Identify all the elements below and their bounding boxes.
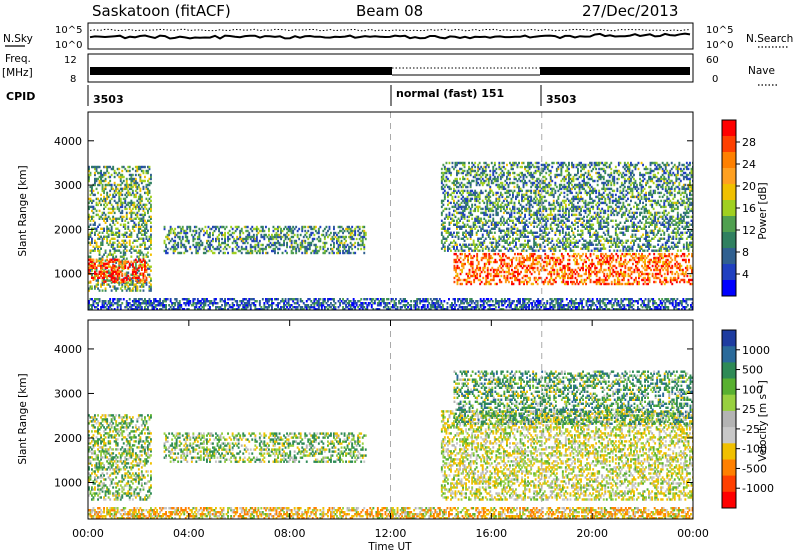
velocity-colorbar-swatch xyxy=(722,475,736,493)
velocity-region-1 xyxy=(88,414,152,501)
nsearch-trace xyxy=(89,28,691,32)
power-colorbar-swatch xyxy=(722,168,736,185)
power-colorbar-tick-label: 28 xyxy=(742,136,756,149)
velocity-ylabel: Slant Range [km] xyxy=(17,373,29,464)
power-colorbar: 28 24 20 16 12 8 4 Power [dB] xyxy=(721,119,769,297)
velocity-colorbar-swatch xyxy=(722,394,736,412)
velocity-region-5 xyxy=(88,507,693,519)
power-colorbar-tick-label: 24 xyxy=(742,158,756,171)
velocity-xtick-label: 16:00 xyxy=(475,527,507,540)
velocity-region-4 xyxy=(453,370,693,425)
velocity-colorbar-swatch xyxy=(722,459,736,477)
velocity-xtick-label: 04:00 xyxy=(173,527,205,540)
power-colorbar-title: Power [dB] xyxy=(757,182,769,239)
velocity-colorbar-swatch xyxy=(722,378,736,396)
velocity-region-3 xyxy=(440,410,693,501)
noise-right-tick-top: 10^5 xyxy=(706,25,733,36)
freq-trace-1 xyxy=(90,67,392,75)
velocity-colorbar-swatch xyxy=(722,330,736,347)
velocity-ytick-label: 1000 xyxy=(54,476,82,489)
velocity-colorbar-tick-label: -500 xyxy=(742,462,767,475)
power-colorbar-swatch xyxy=(722,200,736,217)
velocity-colorbar-swatch xyxy=(722,410,736,428)
velocity-region-2 xyxy=(163,432,367,463)
velocity-xtick-label: 00:00 xyxy=(677,527,709,540)
velocity-xtick-label: 20:00 xyxy=(576,527,608,540)
velocity-xtick-label: 08:00 xyxy=(274,527,306,540)
freq-right-tick-bottom: 0 xyxy=(712,74,718,85)
station-title: Saskatoon (fitACF) xyxy=(92,2,231,20)
velocity-colorbar-swatch xyxy=(722,362,736,380)
freq-left-tick-top: 12 xyxy=(64,55,77,66)
freq-label-line2: [MHz] xyxy=(2,67,33,79)
velocity-colorbar: 1000 500 100 25 -25 -100 -500 -1000 Velocity [m… xyxy=(721,329,774,509)
power-ytick-label: 2000 xyxy=(54,223,82,236)
power-colorbar-swatch xyxy=(722,136,736,153)
velocity-colorbar-tick-label: -100 xyxy=(742,443,767,456)
velocity-ytick-label: 3000 xyxy=(54,387,82,400)
power-ytick-label: 1000 xyxy=(54,268,82,281)
power-colorbar-swatch xyxy=(722,280,736,297)
velocity-colorbar-tick-label: -25 xyxy=(742,423,760,436)
velocity-colorbar-tick-label: 100 xyxy=(742,383,763,396)
power-colorbar-tick-label: 8 xyxy=(742,246,749,259)
velocity-colorbar-swatch xyxy=(722,346,736,363)
power-colorbar-tick-label: 12 xyxy=(742,224,756,237)
velocity-colorbar-tick-label: -1000 xyxy=(742,482,774,495)
noise-left-tick-top: 10^5 xyxy=(55,25,82,36)
velocity-xlabel: Time UT xyxy=(367,541,412,553)
power-colorbar-swatch xyxy=(722,248,736,265)
freq-right-tick-top: 60 xyxy=(706,55,719,66)
power-region-5 xyxy=(453,252,693,286)
cpid-segment-3: 3503 xyxy=(546,93,577,106)
power-region-6 xyxy=(88,298,693,310)
nsky-trace xyxy=(89,32,691,40)
nsky-label: N.Sky xyxy=(3,33,33,45)
freq-trace-2 xyxy=(540,67,690,75)
power-region-4 xyxy=(440,161,693,252)
frequency-panel: 12 8 60 0 Freq. [MHz] Nave xyxy=(2,53,778,86)
power-colorbar-swatch xyxy=(722,152,736,169)
power-colorbar-tick-label: 16 xyxy=(742,202,756,215)
power-ylabel: Slant Range [km] xyxy=(17,165,29,256)
velocity-colorbar-tick-label: 25 xyxy=(742,403,756,416)
velocity-colorbar-swatch xyxy=(722,427,736,444)
nave-label: Nave xyxy=(748,65,775,77)
power-colorbar-tick-label: 20 xyxy=(742,180,756,193)
power-colorbar-swatch xyxy=(722,232,736,249)
noise-panel: 10^5 10^0 10^5 10^0 N.Sky N.Search xyxy=(3,22,793,51)
power-colorbar-swatch xyxy=(722,264,736,281)
freq-label-line1: Freq. xyxy=(5,53,31,65)
velocity-ytick-label: 2000 xyxy=(54,432,82,445)
velocity-xtick-label: 12:00 xyxy=(375,527,407,540)
freq-left-tick-bottom: 8 xyxy=(70,74,76,85)
power-colorbar-swatch xyxy=(722,184,736,201)
power-ytick-label: 3000 xyxy=(54,179,82,192)
nsearch-label: N.Search xyxy=(746,33,793,45)
beam-title: Beam 08 xyxy=(356,2,423,20)
velocity-colorbar-tick-label: 1000 xyxy=(742,344,770,357)
velocity-colorbar-swatch xyxy=(722,491,736,509)
velocity-colorbar-tick-label: 500 xyxy=(742,364,763,377)
power-colorbar-swatch xyxy=(722,120,736,137)
cpid-segment-1: 3503 xyxy=(93,93,124,106)
power-ytick-label: 4000 xyxy=(54,135,82,148)
cpid-label: CPID xyxy=(6,90,35,103)
power-colorbar-swatch xyxy=(722,216,736,233)
cpid-panel: CPID 3503 normal (fast) 151 3503 xyxy=(6,85,577,106)
velocity-colorbar-title: Velocity [m s⁻¹] xyxy=(757,380,769,462)
noise-right-tick-bottom: 10^0 xyxy=(706,40,733,51)
cpid-segment-2: normal (fast) 151 xyxy=(396,87,504,100)
velocity-colorbar-swatch xyxy=(722,443,736,460)
date-title: 27/Dec/2013 xyxy=(582,2,678,20)
noise-left-tick-bottom: 10^0 xyxy=(55,40,82,51)
velocity-panel: Slant Range [km] 1000 2000 3000 4000 00:00 0… xyxy=(17,319,709,553)
power-colorbar-tick-label: 4 xyxy=(742,268,749,281)
velocity-ytick-label: 4000 xyxy=(54,343,82,356)
power-panel: Slant Range [km] 1000 2000 3000 4000 xyxy=(17,111,694,311)
power-region-3 xyxy=(163,225,367,255)
velocity-xtick-label: 00:00 xyxy=(72,527,104,540)
